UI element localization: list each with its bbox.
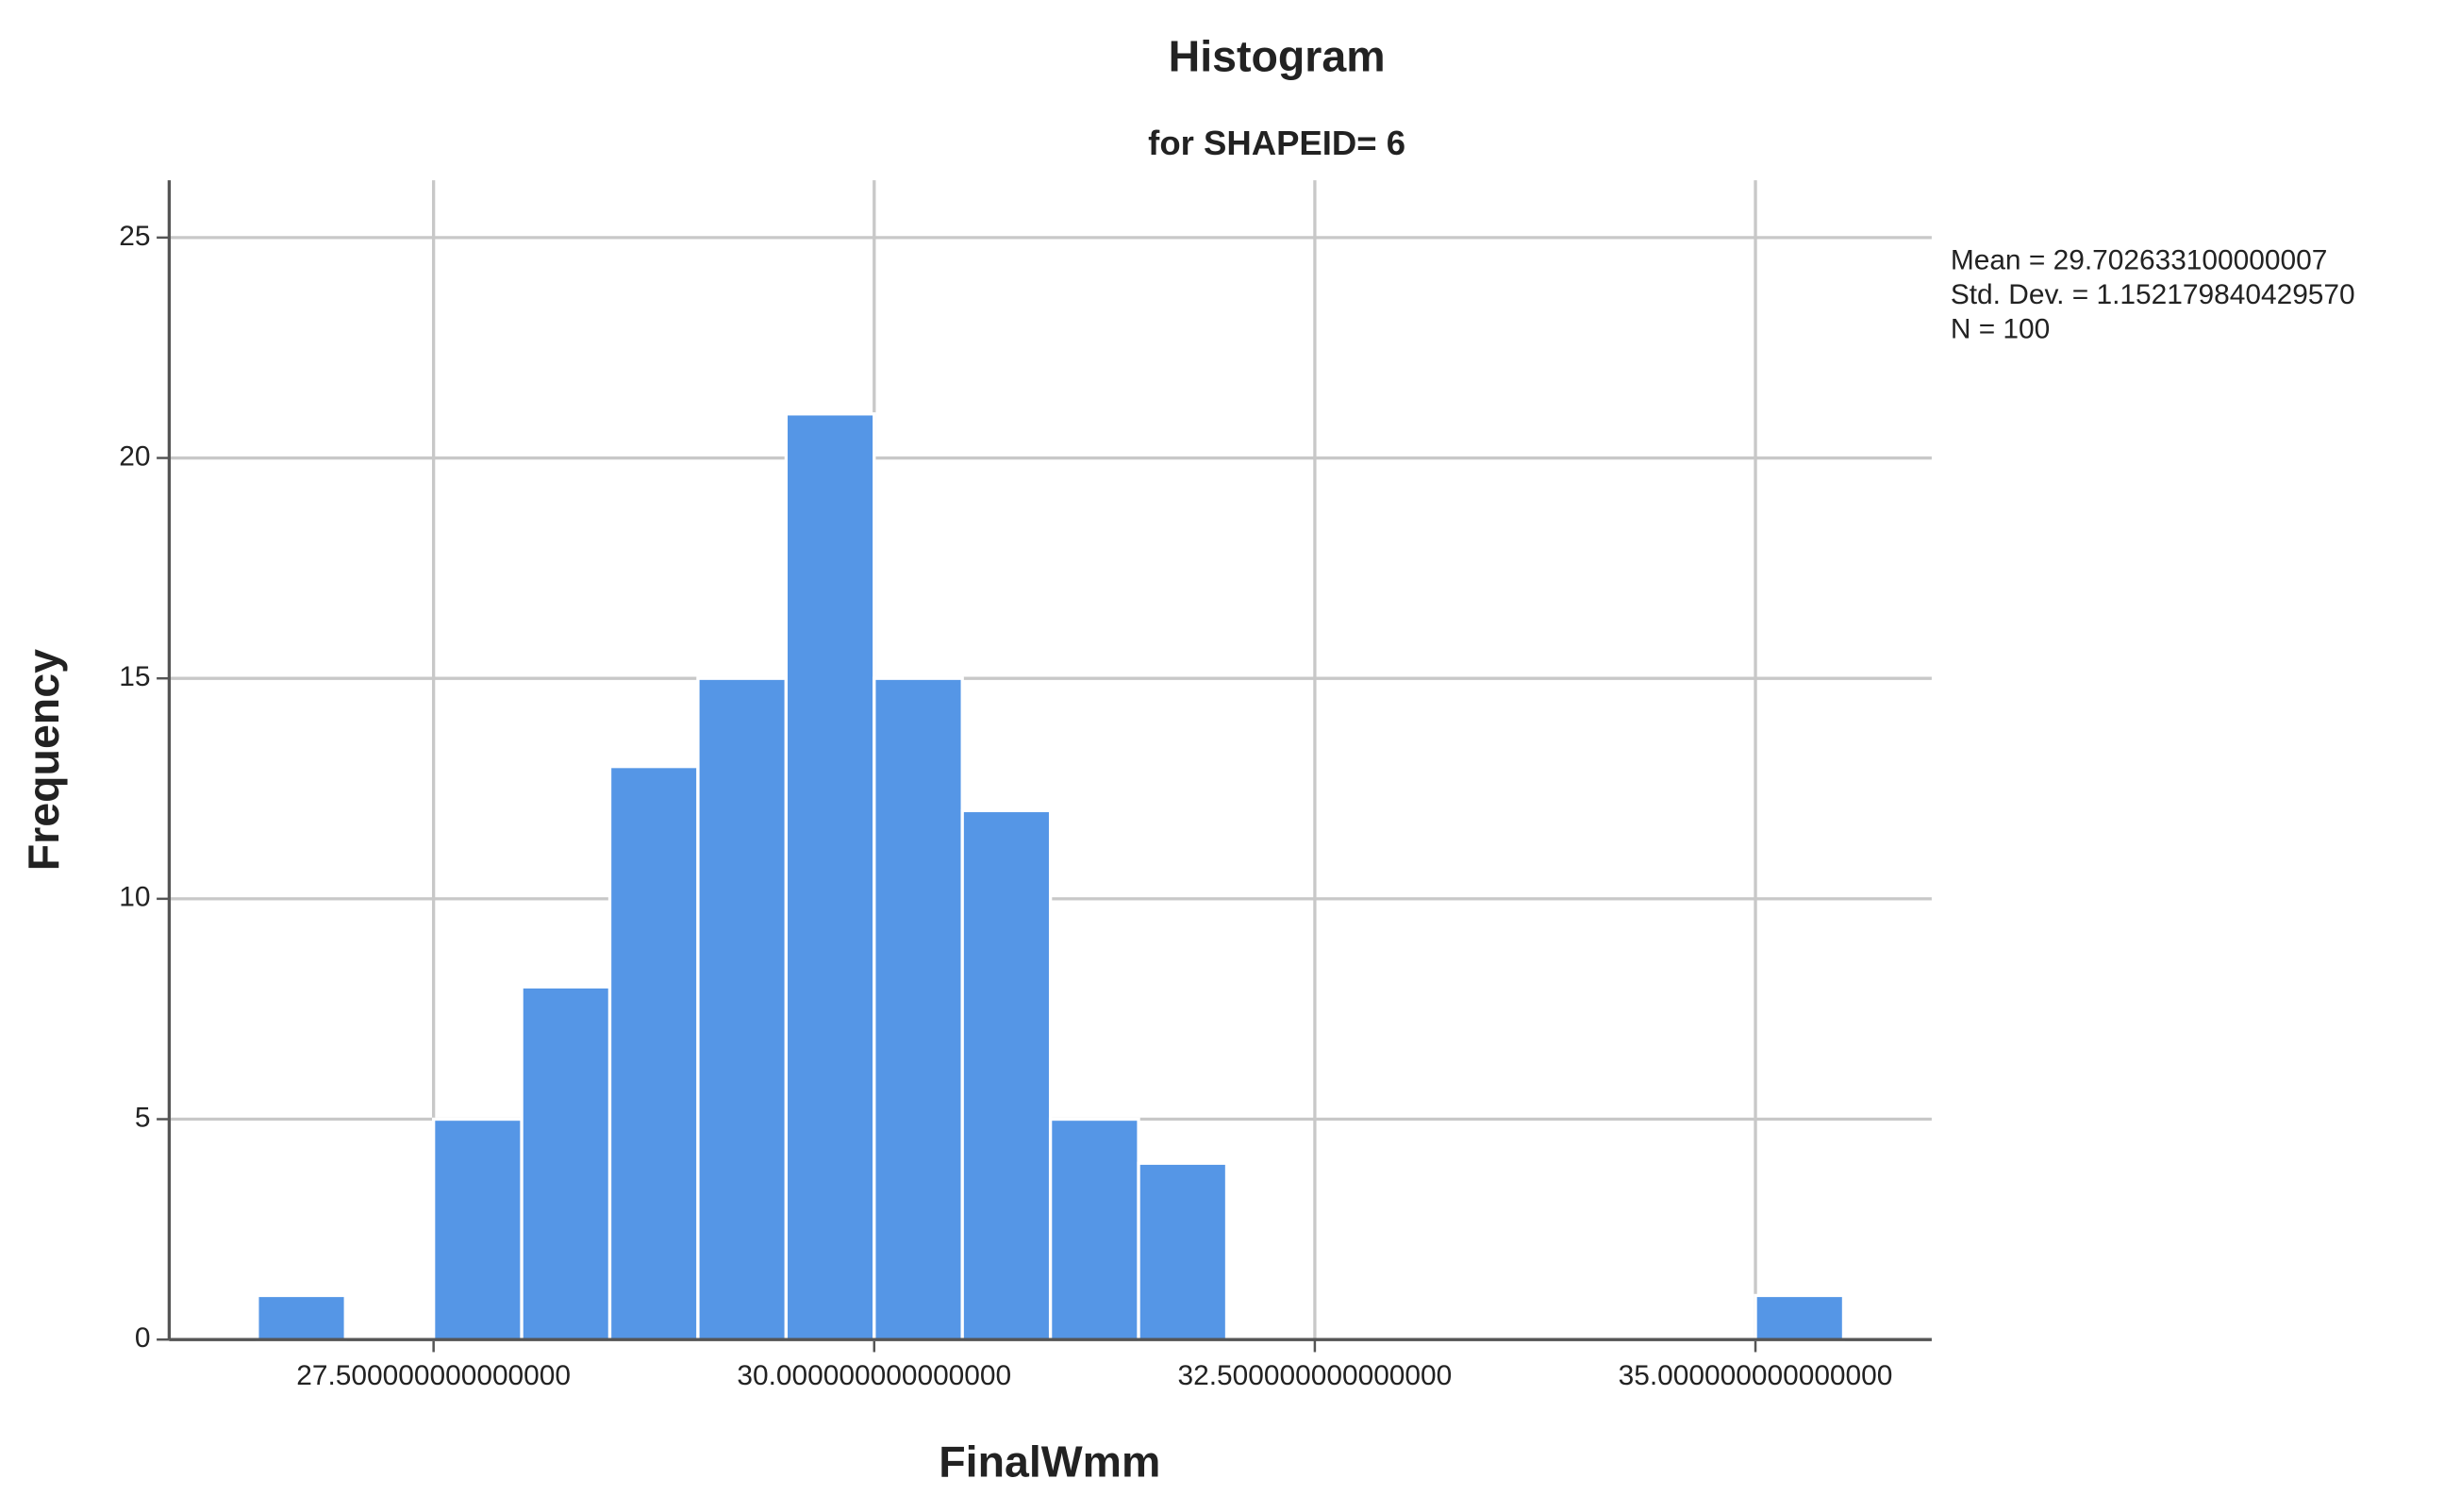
stats-annotation: Mean = 29.702633100000007 bbox=[1951, 244, 2328, 275]
bar bbox=[1137, 1161, 1229, 1341]
bar bbox=[784, 412, 876, 1341]
y-tick-label: 5 bbox=[135, 1102, 151, 1133]
bar bbox=[256, 1293, 347, 1341]
bar bbox=[873, 676, 964, 1341]
y-tick-label: 25 bbox=[119, 221, 150, 252]
bar bbox=[431, 1117, 524, 1341]
bar bbox=[607, 765, 700, 1341]
y-tick-label: 10 bbox=[119, 882, 150, 913]
y-axis-label: Frequency bbox=[19, 649, 68, 871]
y-tick-label: 0 bbox=[135, 1322, 151, 1354]
y-tick-label: 15 bbox=[119, 661, 150, 692]
x-tick-label: 27.500000000000000 bbox=[296, 1360, 571, 1391]
x-tick-label: 32.500000000000000 bbox=[1178, 1360, 1453, 1391]
x-tick-label: 30.000000000000000 bbox=[737, 1360, 1011, 1391]
x-axis-label: FinalWmm bbox=[939, 1437, 1160, 1486]
bar bbox=[1754, 1293, 1846, 1341]
chart-title: Histogram bbox=[1169, 32, 1386, 81]
y-tick-label: 20 bbox=[119, 440, 150, 472]
bar bbox=[1048, 1117, 1140, 1341]
stats-annotation: Std. Dev. = 1.152179840429570 bbox=[1951, 279, 2355, 310]
bar bbox=[520, 985, 612, 1341]
chart-subtitle: for SHAPEID= 6 bbox=[1148, 124, 1405, 162]
stats-annotation: N = 100 bbox=[1951, 313, 2050, 344]
bar bbox=[696, 676, 789, 1341]
x-tick-label: 35.000000000000000 bbox=[1619, 1360, 1893, 1391]
bar bbox=[960, 808, 1053, 1341]
